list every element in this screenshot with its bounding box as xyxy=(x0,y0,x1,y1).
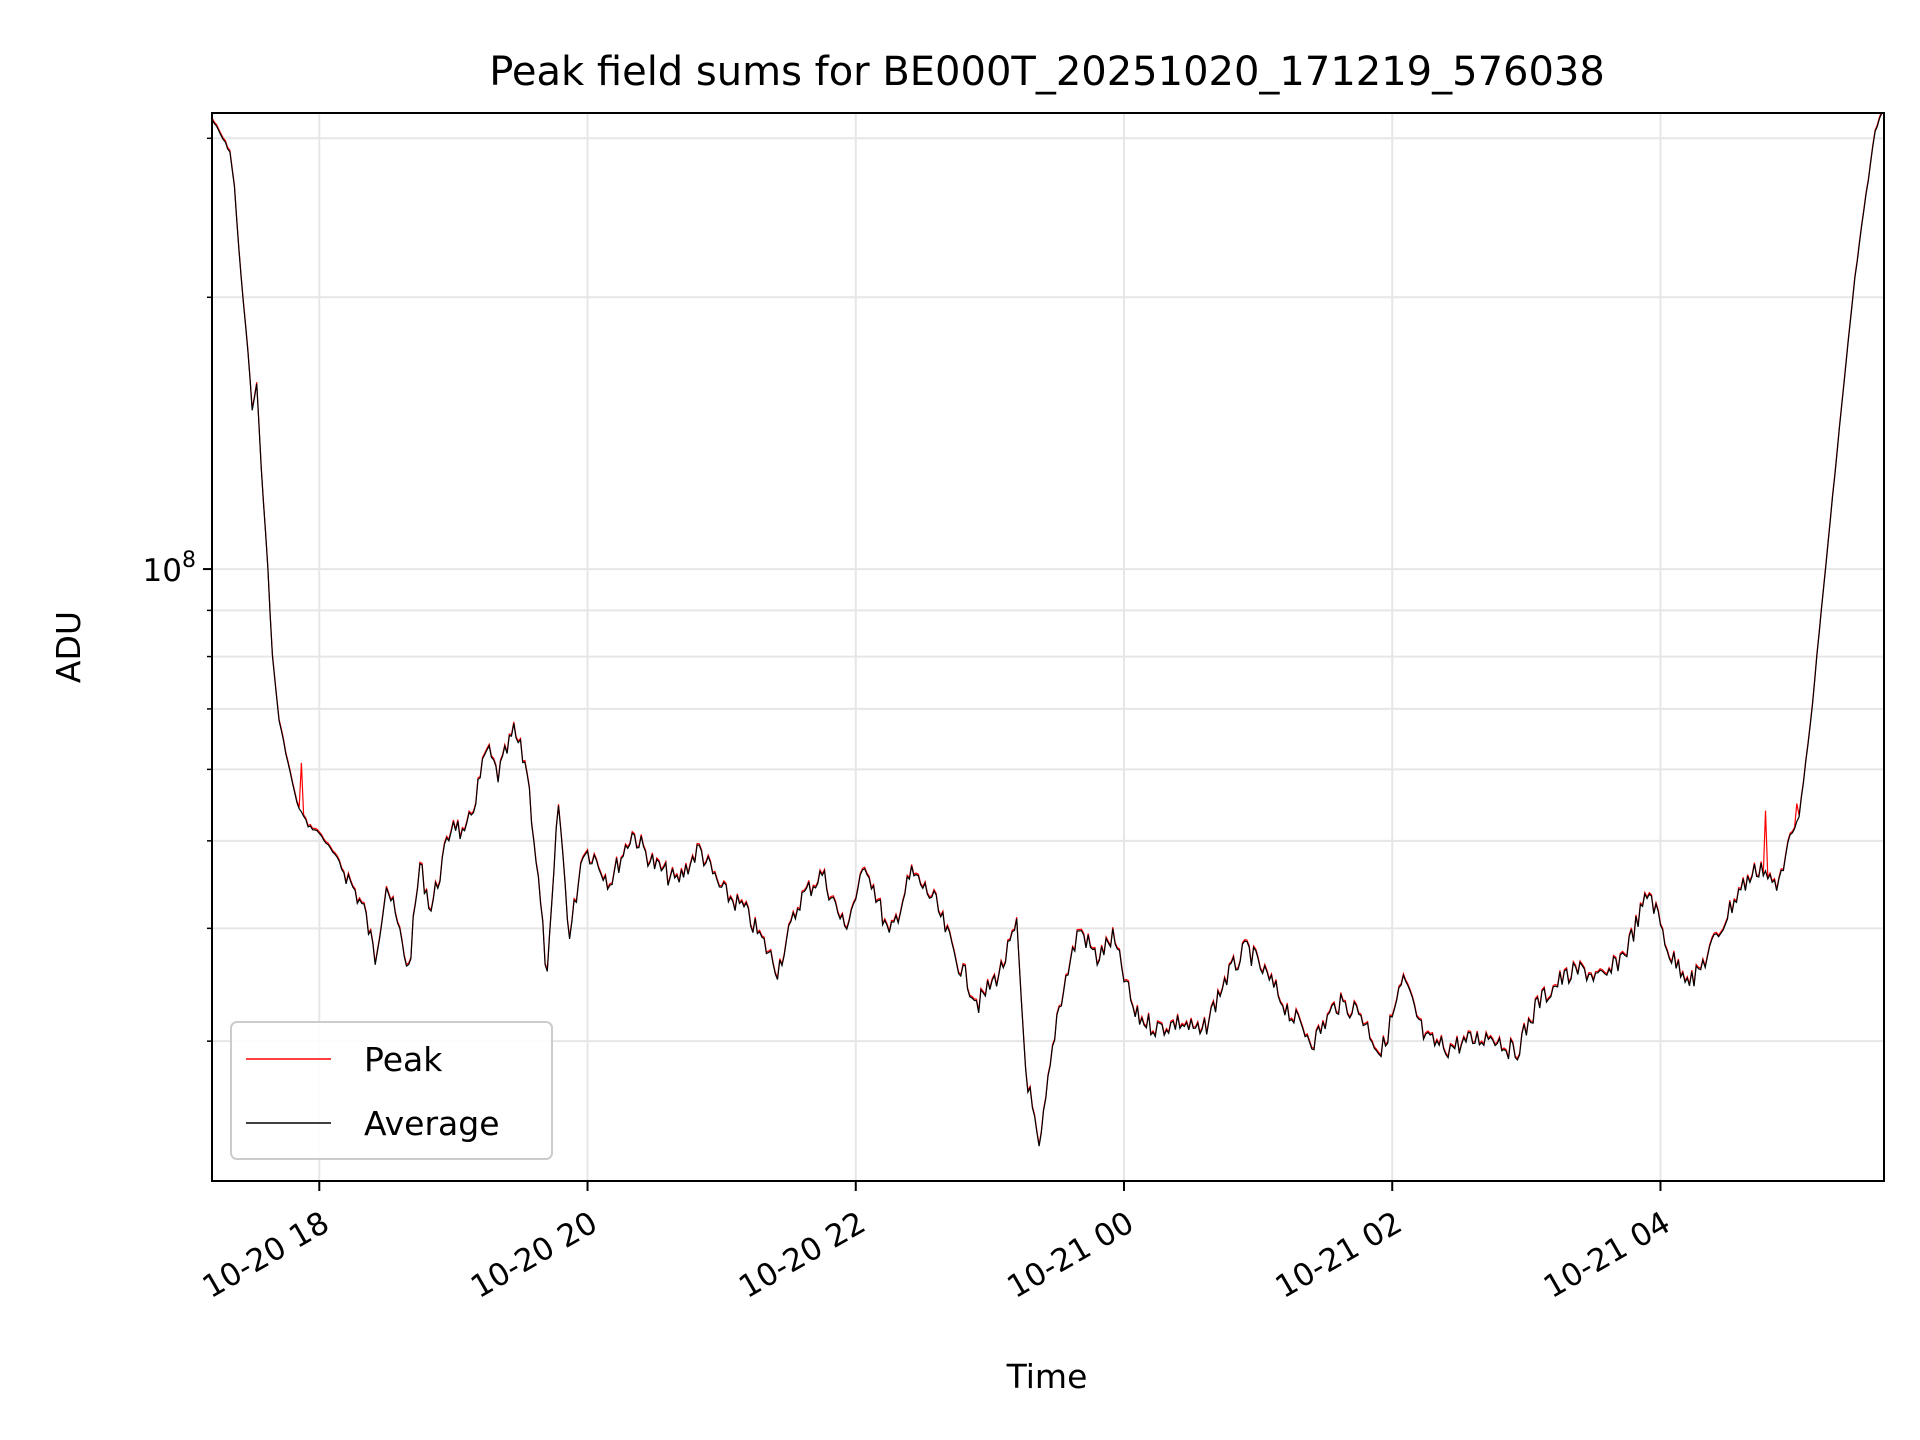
legend: Peak Average xyxy=(230,1021,553,1160)
legend-label-peak: Peak xyxy=(364,1040,443,1079)
plot-area-frame xyxy=(211,112,1885,1182)
legend-label-average: Average xyxy=(364,1104,500,1143)
series-line-average xyxy=(212,113,1883,1147)
y-axis-ticks: 108 xyxy=(143,137,212,1042)
y-tick-label: 108 xyxy=(143,548,196,589)
chart-title: Peak field sums for BE000T_20251020_1712… xyxy=(489,49,1605,95)
y-axis-label: ADU xyxy=(49,611,88,683)
grid-lines xyxy=(212,113,1884,1181)
x-axis-label: Time xyxy=(1006,1357,1088,1396)
series-layer xyxy=(212,113,1883,1147)
legend-box xyxy=(230,1021,553,1160)
